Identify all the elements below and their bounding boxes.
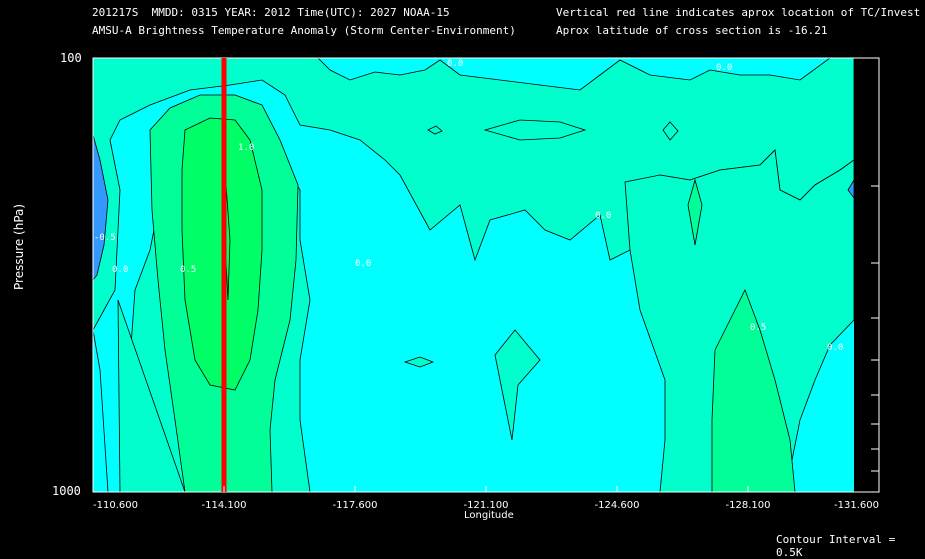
contour-line-left — [93, 329, 109, 492]
header-storm-info: 201217S MMDD: 0315 YEAR: 2012 Time(UTC):… — [92, 6, 450, 19]
contour-label: 0.5 — [750, 323, 766, 333]
contour-label: 0.0 — [447, 59, 463, 69]
contour-label: 0.0 — [827, 343, 843, 353]
header-red-line-note: Vertical red line indicates aprox locati… — [556, 6, 921, 19]
contour-region-0-blob-a — [403, 356, 435, 368]
x-tick-label: -124.600 — [595, 500, 640, 511]
contour-region-0-5-small — [687, 178, 703, 246]
contour-label: 0.5 — [180, 265, 196, 275]
contour-label: 0.0 — [595, 211, 611, 221]
y-axis-minor-ticks — [871, 185, 879, 472]
x-tick-label: -131.600 — [834, 500, 879, 511]
contour-region-0-center — [494, 329, 541, 441]
y-axis-label: Pressure (hPa) — [12, 203, 26, 290]
y-tick-label-bottom: 1000 — [52, 484, 81, 498]
y-tick-label-top: 100 — [60, 51, 82, 65]
contour-label: 0.0 — [716, 63, 732, 73]
contour-interval-note: Contour Interval = 0.5K — [776, 533, 896, 559]
contour-region-0-blob-d — [427, 125, 443, 135]
x-tick-label: -117.600 — [333, 500, 378, 511]
contour-region-negative-right — [847, 179, 854, 199]
contour-region-0-left-tail — [117, 299, 186, 492]
contour-region-0-5-right — [711, 289, 796, 492]
contour-field — [93, 58, 854, 492]
contour-labels: 0.0 0.0 0.0 0.0 0.0 0.0 0.5 0.5 1.0 -0.5 — [94, 59, 843, 353]
contour-label: 1.0 — [238, 143, 254, 153]
x-tick-label: -110.600 — [93, 500, 138, 511]
x-tick-label: -128.100 — [726, 500, 771, 511]
contour-label: 0.0 — [355, 259, 371, 269]
contour-region-0-blob-b — [483, 119, 587, 141]
x-axis-label: Longitude — [464, 510, 514, 521]
header-latitude-note: Aprox latitude of cross section is -16.2… — [556, 24, 828, 37]
header-product-title: AMSU-A Brightness Temperature Anomaly (S… — [92, 24, 516, 37]
contour-label: 0.0 — [112, 265, 128, 275]
contour-label: -0.5 — [94, 233, 116, 243]
contour-region-0-blob-c — [662, 121, 679, 141]
x-tick-label: -114.100 — [202, 500, 247, 511]
x-tick-label: -121.100 — [464, 500, 509, 511]
x-axis-ticks: -110.600 -114.100 -117.600 -121.100 -124.600… — [92, 486, 880, 511]
contour-region-negative-left — [93, 134, 109, 281]
